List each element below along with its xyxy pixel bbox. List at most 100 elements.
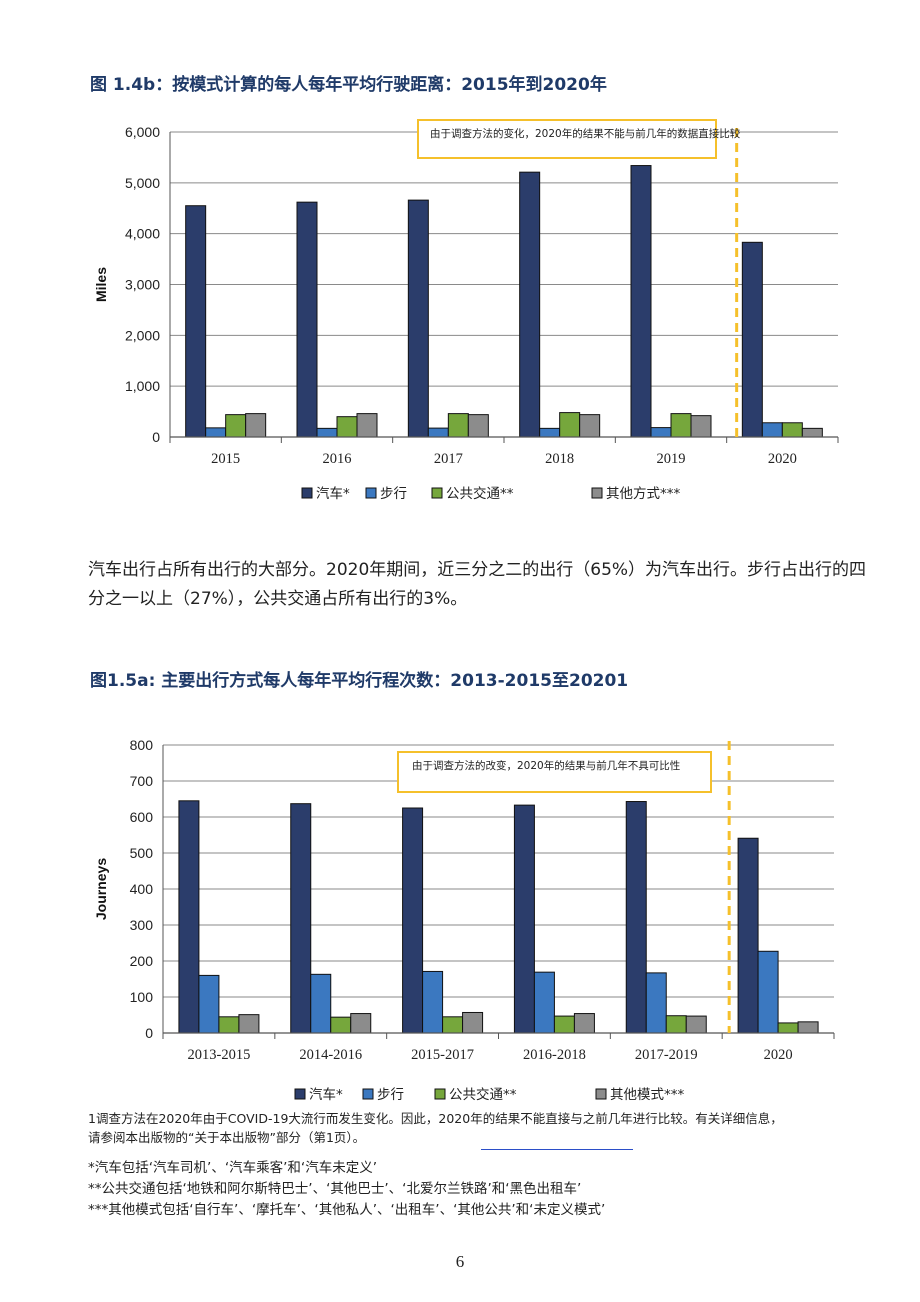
bar-walk [533, 971, 555, 1034]
bar-car [625, 801, 647, 1034]
legend-label: 公共交通** [449, 1086, 517, 1103]
y-axis-label: Journeys [93, 858, 109, 920]
legend-swatch-car [301, 487, 313, 499]
bar-car [296, 201, 318, 438]
y-tick-label: 700 [130, 773, 154, 789]
bar-walk [316, 427, 338, 438]
footnote-line-1: 1调查方法在2020年由于COVID-19大流行而发生变化。因此，2020年的结… [88, 1111, 783, 1126]
x-tick-label: 2015 [211, 451, 240, 467]
y-tick-label: 4,000 [125, 226, 160, 242]
legend-swatch-other [591, 487, 603, 499]
legend-label: 其他模式*** [610, 1087, 684, 1103]
x-tick-label: 2015-2017 [411, 1047, 474, 1063]
bar-public [665, 1015, 687, 1034]
definition-public-transport: **公共交通包括‘地铁和阿尔斯特巴士’、‘其他巴士’、‘北爱尔兰铁路’和‘黑色出… [88, 1181, 582, 1197]
bar-public [225, 414, 247, 438]
bar-public [218, 1016, 240, 1034]
x-tick-label: 2020 [764, 1047, 793, 1063]
bar-public [553, 1015, 575, 1034]
legend-swatch-other [595, 1088, 607, 1100]
legend-swatch-public [434, 1088, 446, 1100]
bar-walk [645, 972, 667, 1034]
bar-other [685, 1015, 707, 1034]
y-tick-label: 200 [130, 953, 154, 969]
figure-2-title: 图1.5a: 主要出行方式每人每年平均行程次数：2013-2015至20201 [90, 671, 629, 691]
x-tick-label: 2018 [545, 451, 574, 467]
bar-other [579, 414, 601, 438]
y-tick-label: 800 [130, 737, 154, 753]
bar-walk [539, 427, 561, 438]
bar-walk [198, 974, 220, 1034]
annotation-line: 由于调查方法的改变，2020年的结果与前几年不具可比性 [412, 759, 680, 772]
bar-car [290, 803, 312, 1034]
bar-walk [650, 427, 672, 438]
bar-other [350, 1013, 372, 1034]
y-tick-label: 500 [130, 845, 154, 861]
legend-label: 汽车* [309, 1086, 343, 1103]
bar-other [573, 1013, 595, 1034]
bar-car [178, 800, 200, 1034]
bar-walk [427, 427, 449, 438]
y-tick-label: 6,000 [125, 124, 160, 140]
miles-by-mode-chart: 0 1,000 2,000 3,000 4,000 5,000 6,000 Miles 2015… [93, 119, 839, 502]
publication-link-underline[interactable] [481, 1149, 633, 1150]
bar-public [781, 422, 803, 438]
bar-other [356, 413, 378, 438]
legend-label: 汽车* [316, 485, 350, 502]
legend-label: 步行 [377, 1087, 404, 1103]
bar-other [238, 1014, 260, 1034]
bar-public [336, 416, 358, 438]
bar-walk [310, 973, 332, 1034]
legend-label: 步行 [380, 486, 407, 502]
mode-definitions: *汽车包括‘汽车司机’、‘汽车乘客’和‘汽车未定义’ **公共交通包括‘地铁和阿… [88, 1158, 868, 1221]
y-tick-label: 300 [130, 917, 154, 933]
bar-walk [422, 970, 444, 1034]
bar-car [519, 171, 541, 438]
page-number: 6 [455, 1252, 465, 1271]
footnote-line-2: 请参阅本出版物的“关于本出版物”部分（第1页）。 [88, 1130, 366, 1145]
legend-swatch-public [431, 487, 443, 499]
bar-public [330, 1016, 352, 1034]
bar-other [245, 413, 267, 438]
legend-swatch-car [294, 1088, 306, 1100]
bar-other [690, 415, 712, 438]
x-tick-label: 2014-2016 [299, 1047, 362, 1063]
bar-other [467, 414, 489, 438]
bar-public [442, 1016, 464, 1034]
bar-car [407, 199, 429, 438]
bar-public [777, 1022, 799, 1034]
bar-car [185, 205, 207, 438]
bar-other [801, 427, 823, 438]
x-tick-label: 2019 [657, 451, 686, 467]
bar-car [402, 807, 424, 1034]
definition-other-modes: ***其他模式包括‘自行车’、‘摩托车’、‘其他私人’、‘出租车’、‘其他公共’… [88, 1202, 606, 1218]
y-tick-label: 2,000 [125, 327, 160, 343]
annotation-box [417, 119, 717, 159]
legend-label: 公共交通** [446, 485, 514, 502]
figure-1-title: 图 1.4b：按模式计算的每人每年平均行驶距离：2015年到2020年 [90, 75, 607, 95]
bar-public [559, 412, 581, 438]
bar-car [741, 241, 763, 438]
x-tick-label: 2013-2015 [187, 1047, 250, 1063]
y-tick-label: 100 [130, 989, 154, 1005]
x-tick-label: 2017 [434, 451, 463, 467]
bar-walk [757, 950, 779, 1034]
bar-car [513, 804, 535, 1034]
bar-car [630, 165, 652, 438]
y-tick-label: 0 [145, 1025, 153, 1041]
journeys-by-mode-chart: 0 100 200 300 400 500 600 700 800 Journeys 2013-20… [93, 737, 835, 1103]
annotation-box [397, 751, 712, 793]
x-tick-label: 2020 [768, 451, 797, 467]
x-tick-label: 2017-2019 [635, 1047, 698, 1063]
legend-swatch-walk [365, 487, 377, 499]
x-tick-label: 2016-2018 [523, 1047, 586, 1063]
bar-walk [761, 422, 783, 438]
bar-car [737, 837, 759, 1034]
footnote: 1调查方法在2020年由于COVID-19大流行而发生变化。因此，2020年的结… [88, 1109, 858, 1147]
legend-swatch-walk [362, 1088, 374, 1100]
y-tick-label: 3,000 [125, 277, 160, 293]
bar-public [670, 413, 692, 438]
y-axis-label: Miles [93, 267, 109, 302]
y-tick-label: 400 [130, 881, 154, 897]
annotation-line: 由于调查方法的变化，2020年的结果不能与前几年的数据直接比较 [430, 127, 741, 140]
